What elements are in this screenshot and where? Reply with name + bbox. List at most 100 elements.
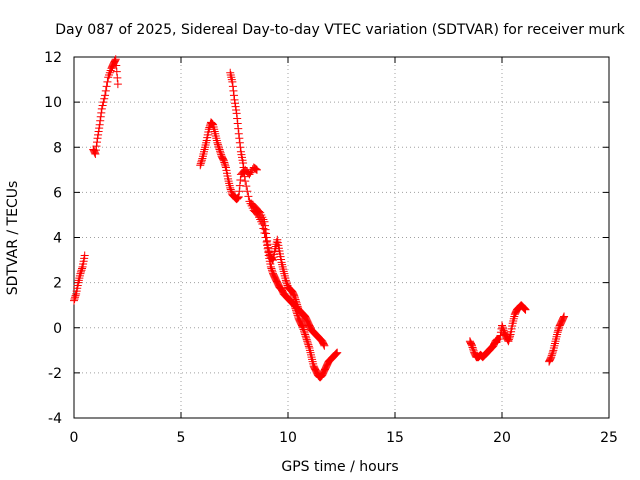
data-point [97,108,106,117]
data-point [234,124,243,133]
data-point [227,73,236,82]
data-point [252,165,261,174]
data-point [98,101,107,110]
data-point [198,154,207,163]
data-point [94,130,103,139]
data-point [547,351,556,360]
data-point [546,355,555,364]
data-point [71,293,80,302]
data-point [226,68,235,77]
data-point [264,243,273,252]
y-tick-label: 0 [53,321,62,337]
data-point [320,341,329,350]
data-point [498,323,507,332]
x-tick-label: 20 [493,430,511,446]
data-point [229,86,238,95]
data-point [262,229,271,238]
data-point [306,348,315,357]
data-point [233,194,242,203]
data-point [267,264,276,273]
data-point [198,152,207,161]
data-point [99,98,108,107]
data-point [235,181,244,190]
data-point [281,276,290,285]
data-point [200,145,209,154]
data-point [554,326,563,335]
data-point [331,350,340,359]
data-point [278,260,287,269]
data-point [292,298,301,307]
data-point [233,114,242,123]
data-point [70,294,79,303]
chart-title: Day 087 of 2025, Sidereal Day-to-day VTE… [55,22,625,38]
data-point [112,61,121,70]
data-point [227,75,236,84]
data-point [245,170,254,179]
data-point [549,344,558,353]
data-point [305,346,314,355]
data-point [91,150,100,159]
data-point [199,150,208,159]
data-point [307,350,316,359]
data-point [260,221,269,230]
data-point [333,348,342,357]
data-point [307,353,316,362]
x-tick-label: 15 [386,430,404,446]
data-point [71,291,80,300]
data-point [261,225,270,234]
data-point [266,262,275,271]
data-point [235,138,244,147]
data-point [236,175,245,184]
x-tick-label: 0 [70,430,79,446]
data-point [519,304,528,313]
data-point [281,274,290,283]
data-point [262,233,271,242]
data-point [113,73,122,82]
data-point [218,154,227,163]
data-point [552,335,561,344]
data-point [228,77,237,86]
data-point [200,147,209,156]
data-point [520,304,529,313]
data-point [235,187,244,196]
data-point [244,192,253,201]
data-point [252,165,261,174]
data-point [239,163,248,172]
data-point [221,161,230,170]
data-point [554,324,563,333]
data-point [299,325,308,334]
data-point [80,251,89,260]
data-point [282,279,291,288]
data-point [229,91,238,100]
data-point [93,138,102,147]
data-point [550,341,559,350]
data-point [196,161,205,170]
x-tick-label: 5 [177,430,186,446]
data-point [92,142,101,151]
data-point [224,177,233,186]
data-point [225,179,234,188]
data-point [102,82,111,91]
data-point [201,143,210,152]
data-point [260,217,269,226]
data-point [308,357,317,366]
data-point [225,181,234,190]
y-tick-label: 8 [53,140,62,156]
data-point [495,335,504,344]
data-point [232,109,241,118]
data-point [521,305,530,314]
data-point [290,292,299,301]
data-point [552,332,561,341]
data-point [267,266,276,275]
data-point [212,136,221,145]
data-point [263,240,272,249]
data-point [498,321,506,330]
data-point [469,345,478,354]
data-point [232,106,241,115]
data-point [291,295,300,304]
data-point [234,129,243,138]
data-point [550,339,559,348]
data-point [251,164,260,173]
data-point [93,134,102,143]
data-point [226,183,235,192]
